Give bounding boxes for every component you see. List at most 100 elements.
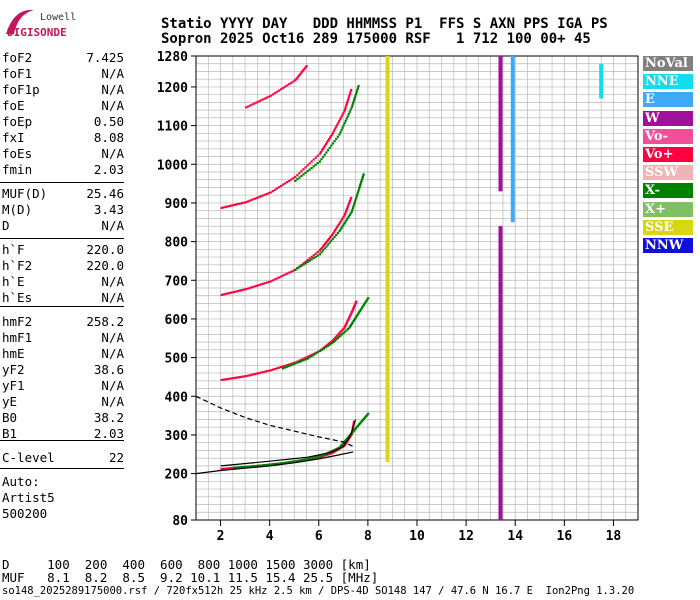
- echo-point: [238, 466, 242, 469]
- echo-point: [300, 358, 303, 361]
- echo-point: [354, 197, 358, 200]
- echo-point: [269, 369, 272, 372]
- echo-point: [263, 282, 266, 285]
- param-row: B1 2.03: [2, 426, 124, 442]
- y-tick-label: 700: [165, 274, 189, 289]
- echo-point: [296, 178, 299, 181]
- echo-point: [230, 291, 233, 294]
- echo-point: [267, 280, 270, 284]
- legend-item: NoVal: [643, 56, 693, 71]
- echo-point: [277, 366, 281, 369]
- trace-line: [195, 395, 354, 448]
- echo-point: [294, 268, 297, 271]
- echo-point: [330, 239, 333, 242]
- echo-point: [220, 467, 223, 470]
- echo-point: [336, 231, 339, 235]
- echo-point: [234, 290, 238, 293]
- echo-point: [283, 273, 287, 276]
- y-tick-label: 500: [165, 352, 189, 367]
- legend-item: NNE: [643, 74, 693, 90]
- param-value: N/A: [101, 378, 124, 393]
- legend-item: SSE: [643, 219, 693, 235]
- param-value: N/A: [101, 98, 124, 113]
- echo-point: [339, 220, 342, 224]
- echo-point: [247, 105, 250, 108]
- header-values: Sopron 2025 Oct16 289 175000 RSF 1 712 1…: [161, 31, 591, 47]
- echo-point: [298, 360, 301, 364]
- trace-line: [220, 419, 357, 467]
- echo-point: [352, 320, 355, 323]
- echo-point: [319, 248, 323, 251]
- echo-point: [342, 223, 345, 226]
- echo-point: [335, 233, 338, 237]
- echo-point: [348, 213, 351, 217]
- echo-point: [333, 339, 337, 342]
- echo-point: [279, 275, 283, 278]
- param-name: foEs: [2, 146, 33, 161]
- echo-point: [243, 375, 246, 378]
- echo-point: [341, 328, 344, 332]
- echo-point: [365, 299, 368, 302]
- echo-point: [263, 370, 266, 373]
- echo-point: [323, 453, 326, 456]
- echo-point: [356, 313, 359, 316]
- echo-point: [335, 227, 338, 230]
- interference-band: [385, 334, 390, 462]
- echo-point: [308, 257, 311, 260]
- echo-point: [296, 459, 299, 462]
- echo-point: [332, 340, 335, 344]
- echo-point: [306, 458, 309, 461]
- echo-point: [351, 208, 354, 211]
- echo-point: [308, 356, 311, 359]
- echo-point: [263, 464, 266, 467]
- echo-point: [261, 464, 264, 467]
- echo-point: [354, 92, 358, 95]
- echo-point: [271, 279, 274, 282]
- echo-point: [362, 303, 366, 306]
- echo-point: [220, 378, 223, 382]
- echo-point: [294, 79, 297, 82]
- echo-point: [292, 460, 295, 463]
- echo-point: [343, 214, 346, 217]
- echo-point: [295, 77, 298, 81]
- echo-point: [326, 149, 330, 152]
- echo-point: [341, 217, 344, 220]
- param-value: N/A: [101, 290, 124, 305]
- echo-point: [346, 327, 350, 331]
- echo-point: [232, 376, 236, 380]
- param-row: foEp 0.50: [2, 114, 124, 130]
- echo-point: [316, 154, 319, 157]
- echo-point: [277, 89, 281, 92]
- x-tick-label: 18: [606, 529, 622, 544]
- echo-point: [298, 359, 301, 362]
- param-name: fxI: [2, 130, 25, 145]
- param-value: N/A: [101, 274, 124, 289]
- param-row: h`E N/A: [2, 274, 124, 290]
- echo-point: [314, 255, 317, 258]
- param-row: foE N/A: [2, 98, 124, 114]
- echo-point: [220, 206, 223, 209]
- echo-point: [348, 316, 351, 319]
- echo-point: [344, 106, 347, 109]
- echo-point: [312, 158, 315, 161]
- echo-point: [320, 348, 324, 351]
- echo-point: [273, 278, 276, 281]
- echo-point: [302, 262, 305, 265]
- echo-point: [319, 454, 322, 457]
- echo-point: [224, 205, 227, 209]
- echo-point: [361, 306, 364, 309]
- interference-band: [510, 56, 515, 223]
- echo-point: [253, 285, 256, 288]
- echo-point: [257, 372, 260, 375]
- echo-point: [273, 367, 276, 371]
- echo-point: [228, 291, 231, 295]
- interference-band: [599, 63, 604, 99]
- echo-point: [251, 373, 254, 376]
- echo-point: [356, 88, 359, 92]
- echo-point: [338, 335, 341, 338]
- param-name: C-level: [2, 450, 55, 465]
- echo-point: [337, 224, 340, 227]
- echo-point: [238, 202, 242, 205]
- echo-point: [257, 464, 260, 467]
- echo-point: [232, 466, 236, 469]
